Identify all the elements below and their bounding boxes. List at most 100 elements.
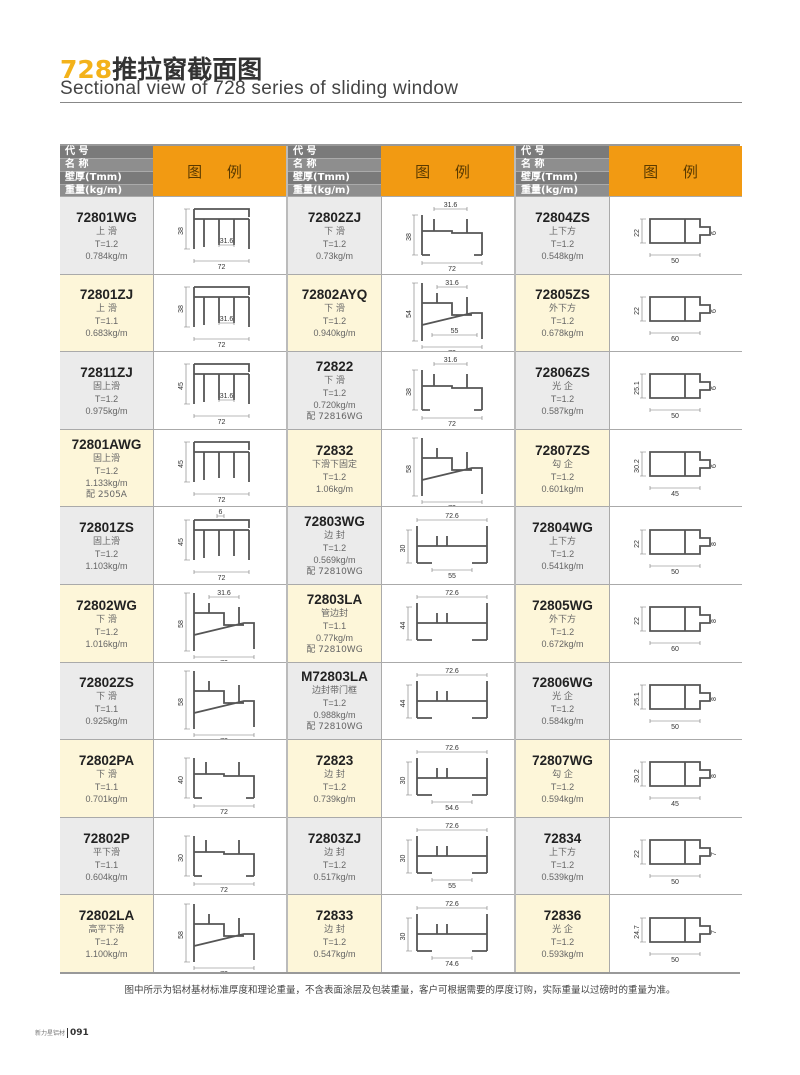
dimension-label: 72.6 xyxy=(445,823,459,830)
profile-info: 72806WG 光 企 T=1.2 0.584kg/m xyxy=(516,662,610,740)
dimension-label: 45 xyxy=(671,801,679,808)
dimension-line xyxy=(649,563,701,568)
profile-code: 72802PA xyxy=(78,752,135,768)
dimension-line xyxy=(640,917,646,942)
dimension-line xyxy=(640,451,646,477)
profile-diagram: 22 50 8 xyxy=(610,507,742,584)
profile-shape xyxy=(649,606,711,633)
dimension-label: 55 xyxy=(448,883,456,890)
profile-info: 72801ZS 固上滑 T=1.2 1.103kg/m xyxy=(60,507,154,584)
section-drawing: 58 72 xyxy=(178,670,255,739)
profile-info: 72832 下滑下固定 T=1.2 1.06kg/m xyxy=(288,429,382,507)
dimension-line xyxy=(649,253,701,258)
profile-code: M72803LA xyxy=(301,669,368,685)
table-header: 代 号名 称壁厚(Tmm) 重量(kg/m) 图 例 xyxy=(288,146,514,198)
profile-name: 边 封 xyxy=(324,769,345,780)
table-row: 72802PA 下 滑 T=1.1 0.701kg/m 40 72 xyxy=(60,739,286,817)
profile-thickness: T=1.2 xyxy=(322,698,347,709)
table-row: M72803LA 边封带门框 T=1.2 0.988kg/m 配 72810WG 44 72… xyxy=(288,661,514,740)
section-drawing: 40 72 xyxy=(178,758,255,816)
profile-shape xyxy=(193,836,255,877)
dimension-label: 72.6 xyxy=(445,590,459,597)
profile-shape xyxy=(193,363,250,405)
profile-name: 固上滑 xyxy=(92,381,120,392)
profile-name: 下 滑 xyxy=(324,226,345,237)
dimension-line xyxy=(649,408,701,413)
profile-name: 光 企 xyxy=(552,692,573,703)
dimension-label: 45 xyxy=(178,460,185,468)
dimension-line xyxy=(649,641,701,646)
dimension-label: 25.1 xyxy=(634,692,641,706)
header-code: 代 号 xyxy=(516,146,609,159)
dimension-line xyxy=(412,437,418,497)
profile-info: 72805ZS 外下方 T=1.2 0.678kg/m xyxy=(516,274,610,352)
profile-code: 72802ZJ xyxy=(307,209,362,225)
dimension-label: 45 xyxy=(178,382,185,390)
profile-shape xyxy=(416,525,488,564)
dimension-label: 30 xyxy=(178,854,185,862)
table-row: 72801AWG 固上滑 T=1.2 1.133kg/m 配 2505A 45 72 xyxy=(60,428,286,507)
dimension-label: 31.6 xyxy=(220,393,234,400)
profile-thickness: T=1.2 xyxy=(322,543,347,554)
dimension-label: 22 xyxy=(634,850,641,858)
dimension-line xyxy=(406,762,412,796)
profile-diagram: 58 72 xyxy=(382,429,514,507)
profile-diagram: 45 72 6 xyxy=(154,507,286,584)
profile-info: 72801ZJ 上 滑 T=1.1 0.683kg/m xyxy=(60,274,154,352)
header-name: 名 称 xyxy=(60,159,153,172)
profile-name: 上下方 xyxy=(548,226,576,237)
dimension-line xyxy=(193,259,250,264)
dimension-label: 44 xyxy=(400,622,407,630)
section-drawing: 45 72 xyxy=(178,441,250,504)
profile-thickness: T=1.2 xyxy=(550,316,575,327)
table-column-1: 代 号名 称壁厚(Tmm) 重量(kg/m) 图 例 72801WG 上 滑 T=1.2 0… xyxy=(60,146,288,972)
profile-code: 72803ZJ xyxy=(307,830,362,846)
profile-weight: 0.594kg/m xyxy=(541,793,584,804)
dimension-line xyxy=(184,835,190,877)
profile-shape xyxy=(193,903,255,962)
profile-diagram: 25.1 50 8 xyxy=(610,662,742,740)
profile-code: 72803LA xyxy=(306,591,363,607)
dimension-label: 30 xyxy=(400,544,407,552)
table-header: 代 号名 称壁厚(Tmm) 重量(kg/m) 图 例 xyxy=(60,146,286,198)
dimension-line xyxy=(218,320,235,325)
section-drawing: 45 72 31.6 xyxy=(178,363,250,426)
profile-diagram: 58 72 xyxy=(154,895,286,972)
dimension-line xyxy=(193,569,250,574)
title-text: 推拉窗截面图 xyxy=(112,55,263,84)
profile-info: 72802LA 高平下滑 T=1.2 1.100kg/m xyxy=(60,895,154,972)
profile-name: 边 封 xyxy=(324,847,345,858)
profile-info: 72801WG 上 滑 T=1.2 0.784kg/m xyxy=(60,197,154,274)
profile-diagram: 58 72 31.6 xyxy=(154,584,286,662)
dimension-line xyxy=(431,332,478,337)
dimension-label: 50 xyxy=(671,569,679,576)
profile-weight: 1.016kg/m xyxy=(85,638,128,649)
profile-thickness: T=1.2 xyxy=(550,937,575,948)
profile-weight: 0.925kg/m xyxy=(85,716,128,727)
dimension-line xyxy=(649,718,701,723)
header-code: 代 号 xyxy=(60,146,153,159)
profile-info: 72802P 平下滑 T=1.1 0.604kg/m xyxy=(60,817,154,895)
profile-weight: 0.975kg/m xyxy=(85,405,128,416)
profile-weight: 0.604kg/m xyxy=(85,871,128,882)
dimension-label: 38 xyxy=(178,305,185,313)
dimension-line xyxy=(193,732,255,737)
profile-info: 72802ZJ 下 滑 T=1.2 0.73kg/m xyxy=(288,197,382,274)
dimension-label: 25.1 xyxy=(634,382,641,396)
profile-name: 光 企 xyxy=(552,381,573,392)
dimension-line xyxy=(416,828,488,833)
profile-thickness: T=1.1 xyxy=(94,704,119,715)
dimension-label: 38 xyxy=(406,388,413,396)
profile-diagram: 38 72 31.6 xyxy=(154,197,286,274)
tab-dimension-label: 8 xyxy=(711,774,718,778)
profile-info: 72807ZS 勾 企 T=1.2 0.601kg/m xyxy=(516,429,610,507)
profile-diagram: 30 72.6 54.6 xyxy=(382,740,514,817)
section-drawing: 38 72 31.6 xyxy=(178,285,250,349)
profile-thickness: T=1.2 xyxy=(322,937,347,948)
profile-name: 下 滑 xyxy=(324,375,345,386)
dimension-line xyxy=(431,800,473,805)
dimension-label: 22 xyxy=(634,307,641,315)
profile-thickness: T=1.1 xyxy=(94,316,119,327)
profile-name: 下 滑 xyxy=(96,614,117,625)
dimension-line xyxy=(649,951,701,956)
